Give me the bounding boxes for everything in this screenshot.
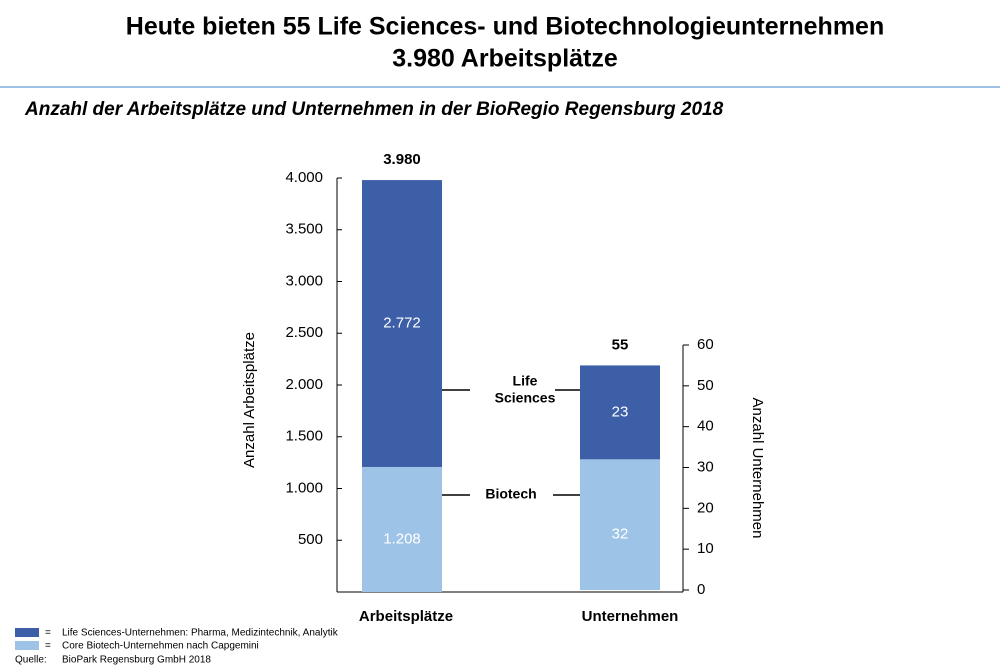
y2-tick-label: 20 [697,499,714,516]
y2-tick-label: 60 [697,336,714,353]
value-label: 32 [612,526,629,543]
legend-swatch [15,628,39,637]
chart-title: Heute bieten 55 Life Sciences- und Biote… [126,13,884,41]
y2-tick-label: 30 [697,458,714,475]
bar-segment [580,459,660,590]
value-label: 2.772 [383,314,421,331]
y-axis-label: Anzahl Arbeitsplätze [241,332,258,468]
y2-tick-label: 40 [697,418,714,435]
total-label: 3.980 [383,151,421,168]
y-tick-label: 2.500 [285,324,323,341]
y2-tick-label: 0 [697,581,705,598]
y-tick-label: 500 [298,531,323,548]
annotation: Life [513,373,538,389]
legend-equals: = [45,641,51,652]
legend-label: Life Sciences-Unternehmen: Pharma, Mediz… [62,628,339,639]
y-tick-label: 2.000 [285,376,323,393]
y2-tick-label: 10 [697,540,714,557]
bar-segment [580,365,660,460]
y2-tick-label: 50 [697,377,714,394]
annotation: Sciences [495,390,556,406]
bar-segment [362,180,442,467]
x-tick-label: Unternehmen [582,608,679,625]
y-tick-label: 1.500 [285,428,323,445]
subtitle: Anzahl der Arbeitsplätze und Unternehmen… [24,99,724,120]
legend-equals: = [45,628,51,639]
y-tick-label: 3.500 [285,221,323,238]
legend-swatch [15,641,39,650]
value-label: 23 [612,403,629,420]
y2-axis-label: Anzahl Unternehmen [749,398,766,539]
chart-title: 3.980 Arbeitsplätze [392,45,618,73]
annotation: Biotech [485,486,536,502]
total-label: 55 [612,336,629,353]
bar-segment [362,466,442,592]
value-label: 1.208 [383,530,421,547]
source: BioPark Regensburg GmbH 2018 [62,655,211,666]
source-label: Quelle: [15,655,47,666]
y-tick-label: 1.000 [285,479,323,496]
x-tick-label: Arbeitsplätze [359,608,453,625]
y-tick-label: 3.000 [285,272,323,289]
legend-label: Core Biotech-Unternehmen nach Capgemini [62,641,259,652]
y-tick-label: 4.000 [285,169,323,186]
